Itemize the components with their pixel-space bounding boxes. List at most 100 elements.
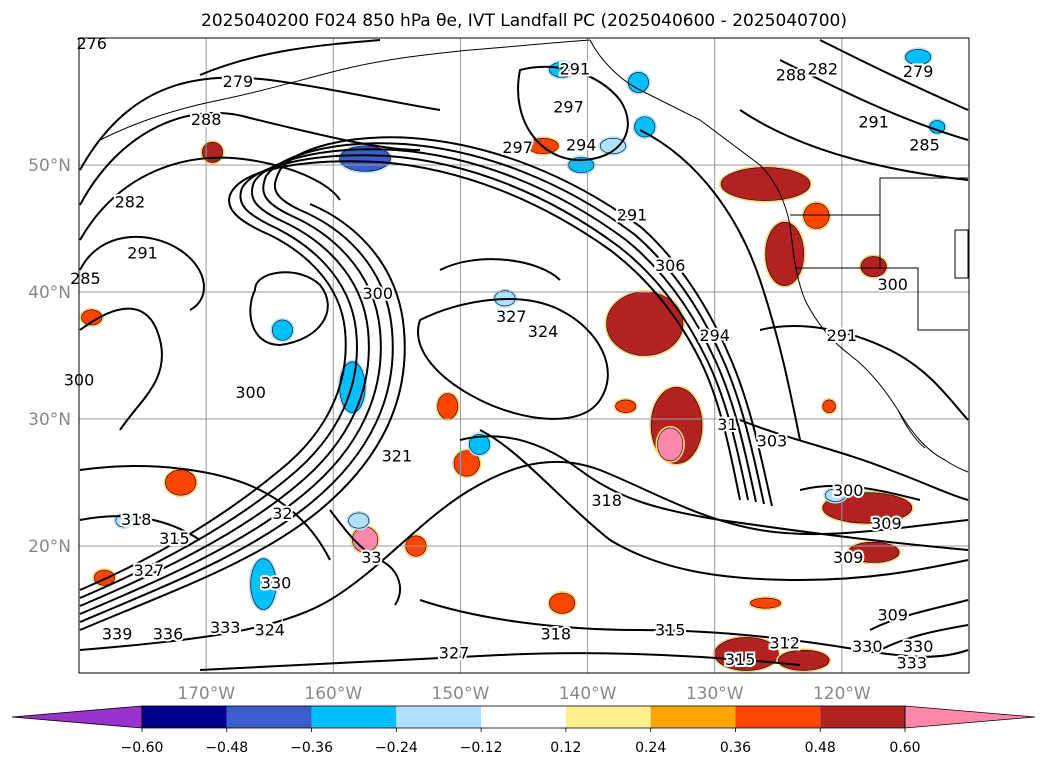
contour-label: 294	[699, 326, 730, 345]
contour-line	[79, 203, 406, 631]
colorbar-tick-label: −0.24	[375, 740, 418, 756]
contour-line	[639, 129, 801, 441]
colorbar-frame	[141, 705, 906, 729]
shaded-region	[720, 167, 811, 201]
contour-line	[79, 235, 205, 311]
shaded-region	[437, 393, 459, 420]
colorbar-tick-label: 0.12	[550, 740, 581, 756]
contour-label: 282	[808, 59, 839, 78]
x-tick-label: 130°W	[686, 684, 744, 704]
theta-e-contours	[79, 39, 969, 671]
contour-label: 291	[617, 205, 648, 224]
contour-label: 285	[70, 269, 101, 288]
contour-line	[739, 419, 969, 501]
colorbar-tick-label: −0.48	[205, 740, 248, 756]
contour-line	[199, 652, 801, 671]
contour-label: 339	[102, 624, 133, 643]
shaded-region	[765, 221, 805, 286]
shaded-region	[750, 597, 782, 609]
chart-title: 2025040200 F024 850 hPa θe, IVT Landfall…	[201, 11, 847, 31]
colorbar-tick-label: 0.48	[805, 740, 836, 756]
contour-label: 321	[382, 447, 413, 466]
north-america-coast	[589, 39, 969, 473]
contour-line	[329, 509, 401, 606]
colorbar-segment	[650, 706, 736, 728]
contour-label: 324	[528, 322, 559, 341]
contour-label: 291	[827, 326, 858, 345]
contour-label: 330	[261, 574, 292, 593]
colorbar-tick-label: −0.12	[460, 740, 503, 756]
contour-label: 279	[223, 72, 254, 91]
contour-line	[79, 111, 421, 206]
contour-line	[479, 429, 969, 581]
colorbar-tick-label: −0.36	[290, 740, 333, 756]
contour-label: 31	[717, 415, 737, 434]
contour-label: 300	[833, 481, 864, 500]
state-border	[954, 229, 969, 279]
contour-label: 297	[502, 138, 533, 157]
contour-label: 312	[769, 633, 800, 652]
contour-label: 291	[127, 243, 158, 262]
contour-label: 294	[566, 135, 597, 154]
contour-label: 327	[439, 643, 470, 662]
contour-line	[779, 59, 969, 141]
contour-label: 333	[897, 654, 928, 673]
shaded-region	[860, 256, 887, 278]
contour-label: 324	[254, 621, 285, 640]
shaded-region	[250, 558, 277, 610]
contour-label: 309	[877, 605, 908, 624]
contour-label: 318	[121, 510, 152, 529]
contour-label: 306	[655, 256, 686, 275]
contour-label: 330	[852, 637, 883, 656]
contour-line	[879, 624, 969, 651]
colorbar-segment	[396, 706, 482, 728]
contour-label: 291	[560, 59, 591, 78]
shaded-region	[615, 399, 637, 413]
shaded-region	[825, 488, 846, 502]
contour-label: 336	[153, 624, 184, 643]
x-tick-label: 160°W	[304, 684, 362, 704]
shaded-region	[348, 512, 370, 529]
contour-line	[869, 599, 969, 631]
x-tick-label: 140°W	[559, 684, 617, 704]
colorbar-tick-label: 0.36	[720, 740, 751, 756]
colorbar-segment	[142, 706, 227, 728]
contour-line	[79, 156, 341, 241]
y-tick-label: 30°N	[28, 410, 71, 430]
contour-label: 288	[776, 66, 807, 85]
contour-label: 303	[757, 431, 788, 450]
contour-line	[79, 160, 741, 591]
contour-line	[79, 307, 163, 431]
shaded-region	[271, 319, 293, 341]
x-tick-label: 120°W	[813, 684, 871, 704]
baja-coast	[897, 409, 926, 449]
contour-label: 33	[361, 548, 381, 567]
state-border	[790, 177, 968, 216]
contour-label: 297	[553, 97, 584, 116]
contour-line	[199, 39, 381, 76]
colorbar-segment	[735, 706, 821, 728]
contour-label: 300	[363, 284, 394, 303]
colorbar-segment	[481, 706, 566, 728]
colorbar-segment	[820, 706, 905, 728]
contour-line	[459, 435, 969, 551]
contour-label: 327	[134, 561, 165, 580]
colorbar-tick-label: 0.60	[889, 740, 920, 756]
contour-line	[249, 271, 329, 346]
shaded-region	[599, 138, 627, 154]
colorbar-segment	[311, 706, 397, 728]
contour-label: 300	[877, 275, 908, 294]
y-tick-label: 20°N	[28, 537, 71, 557]
contour-label: 300	[235, 383, 266, 402]
y-tick-label: 40°N	[28, 283, 71, 303]
alaska-coast	[99, 39, 591, 141]
shaded-region	[549, 592, 576, 614]
contour-label: 32	[272, 504, 292, 523]
contour-line	[819, 39, 969, 111]
shaded-region	[469, 433, 490, 455]
contour-line	[759, 325, 969, 421]
contour-label: 285	[909, 135, 940, 154]
contour-label: 330	[903, 637, 934, 656]
y-tick-label: 50°N	[28, 156, 71, 176]
